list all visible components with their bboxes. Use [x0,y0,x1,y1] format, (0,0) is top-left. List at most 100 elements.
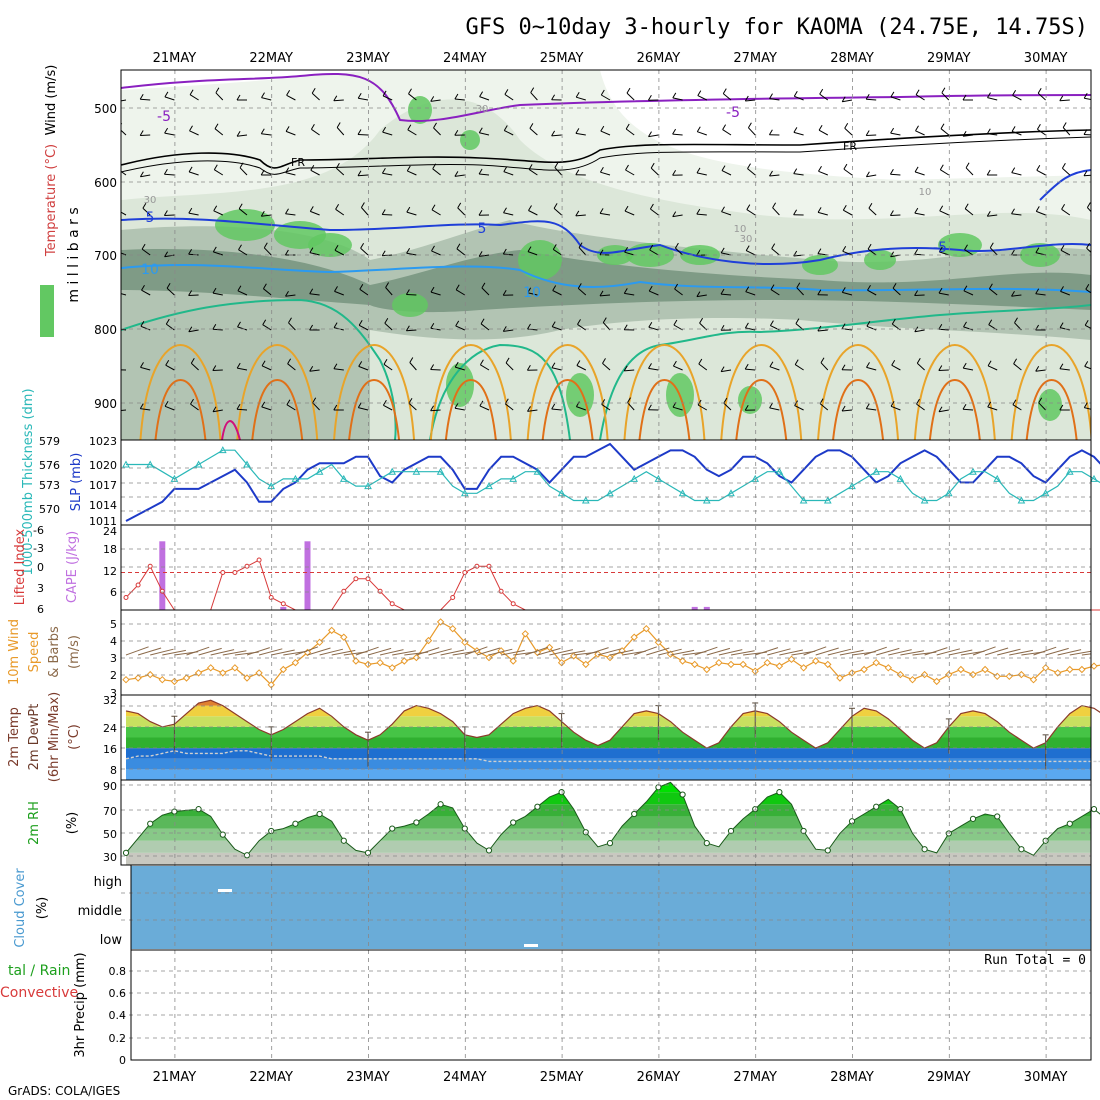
wind-speed-point [340,633,348,641]
temp-band [126,769,1091,780]
wind-speed-point [727,660,735,669]
wind-barb-flag [480,318,485,325]
wind-barb [576,365,587,371]
wind-barb-flag [527,406,531,412]
contour-5 [121,217,1091,265]
rh-point [558,789,565,796]
wind-barb-flag [989,242,994,249]
panel-y-labels: Wind (m/s)Temperature (°C)RH (%)m i l l … [0,65,88,1058]
wind-barb [697,404,708,411]
wind-barb-flag [916,357,921,364]
wind-barb-flag [793,168,798,174]
wind-barb [938,409,949,413]
wind-barb-flag [576,360,581,366]
wind-barb-flag [1035,206,1040,212]
upper-y-tick: 700 [94,249,117,263]
wind-barb [336,127,345,136]
panel-frame-slp [120,439,1092,526]
wind-barb-10m [537,647,561,656]
wind-barb-flag [744,322,749,329]
wind-barb [720,293,732,296]
wind-barb-flag [141,284,145,291]
wind-barb-flag [745,245,750,251]
wind-barb-flag [963,321,967,328]
upper-ylabel-wind: Wind (m/s) [44,65,59,136]
wind-barb-flag [213,205,218,212]
rh-point [268,827,275,835]
chart-title: GFS 0~10day 3-hourly for KAOMA (24.75E, … [465,15,1088,40]
thickness-point [436,467,445,475]
wind-barb [769,98,780,101]
wind-barb [723,402,732,411]
wind-barb [552,290,562,296]
wind-barb-flag [478,251,483,257]
wind-barb-10m [948,649,973,656]
wind-barb [409,362,417,371]
wind-barb-10m [863,646,887,656]
cloud-gap-high [218,889,232,892]
wind-barb-flag [139,171,144,177]
wind-barb-flag [190,398,194,405]
wind-speed-point [231,664,239,672]
wind-barb-flag [575,401,580,407]
grid-lines [121,70,1091,1060]
wind-barb [989,288,998,296]
wind-barb [406,329,417,332]
wind-barb-flag [236,362,241,369]
wind-barb-flag [116,365,119,370]
lifted-index-point [256,557,262,563]
wind-barb-flag [454,403,459,409]
rh-point [147,820,154,827]
cape-bar [304,541,311,611]
wind-barb-flag [723,397,728,404]
wind-barb-flag [527,246,532,252]
wind-barb-flag [914,166,919,173]
rh-blob [1020,243,1060,267]
wind-y-tick: 3 [110,687,117,700]
rh-point [316,810,323,818]
wind-barb [189,130,199,136]
wind-barb [650,208,659,216]
upper-y-tick: 900 [94,397,117,411]
wind-barb-10m [646,647,670,656]
wind-speed-point [811,657,820,665]
temp-ylabel: (°C) [67,724,82,750]
wind-barb-flag [722,124,727,130]
wind-barb [166,323,175,331]
wind-barb [263,288,272,296]
thickness-point [799,496,808,504]
wind-barb-flag [939,205,944,212]
wind-speed-point [376,658,384,667]
thickness-point [993,474,1002,482]
wind-barb-flag [795,318,800,324]
wind-barb [166,287,175,296]
wind-barb-flag [647,95,652,101]
wind-barb-flag [674,283,679,290]
wind-barb [382,214,393,216]
contour-20 [1010,343,1091,440]
wind-barb-10m [271,649,295,656]
temp-band [126,700,1091,706]
thickness-point [654,474,663,482]
wind-barb [818,170,828,176]
wind-speed-point [1090,662,1098,670]
wind-speed-point [219,669,227,677]
wind-barb-flag [915,89,920,95]
wind-y-tick: 4 [110,635,117,648]
wind-barb [600,171,611,176]
wind-y-tick: 2 [110,669,117,682]
wind-y-tick: 5 [110,618,117,631]
wind-barb-flag [334,286,338,292]
wind-barb-flag [696,250,701,256]
wind-barb-flag [915,125,919,132]
wind-barb [820,362,829,371]
wind-barb-flag [166,282,171,289]
wind-barb-10m [222,650,247,656]
contour-label: 10 [141,262,159,278]
wind-barb-flag [964,244,968,250]
wind-ylabel: (m/s) [67,635,82,669]
rh-blob [864,250,896,270]
wind-barb-flag [405,289,410,295]
wind-barb [1084,407,1091,410]
